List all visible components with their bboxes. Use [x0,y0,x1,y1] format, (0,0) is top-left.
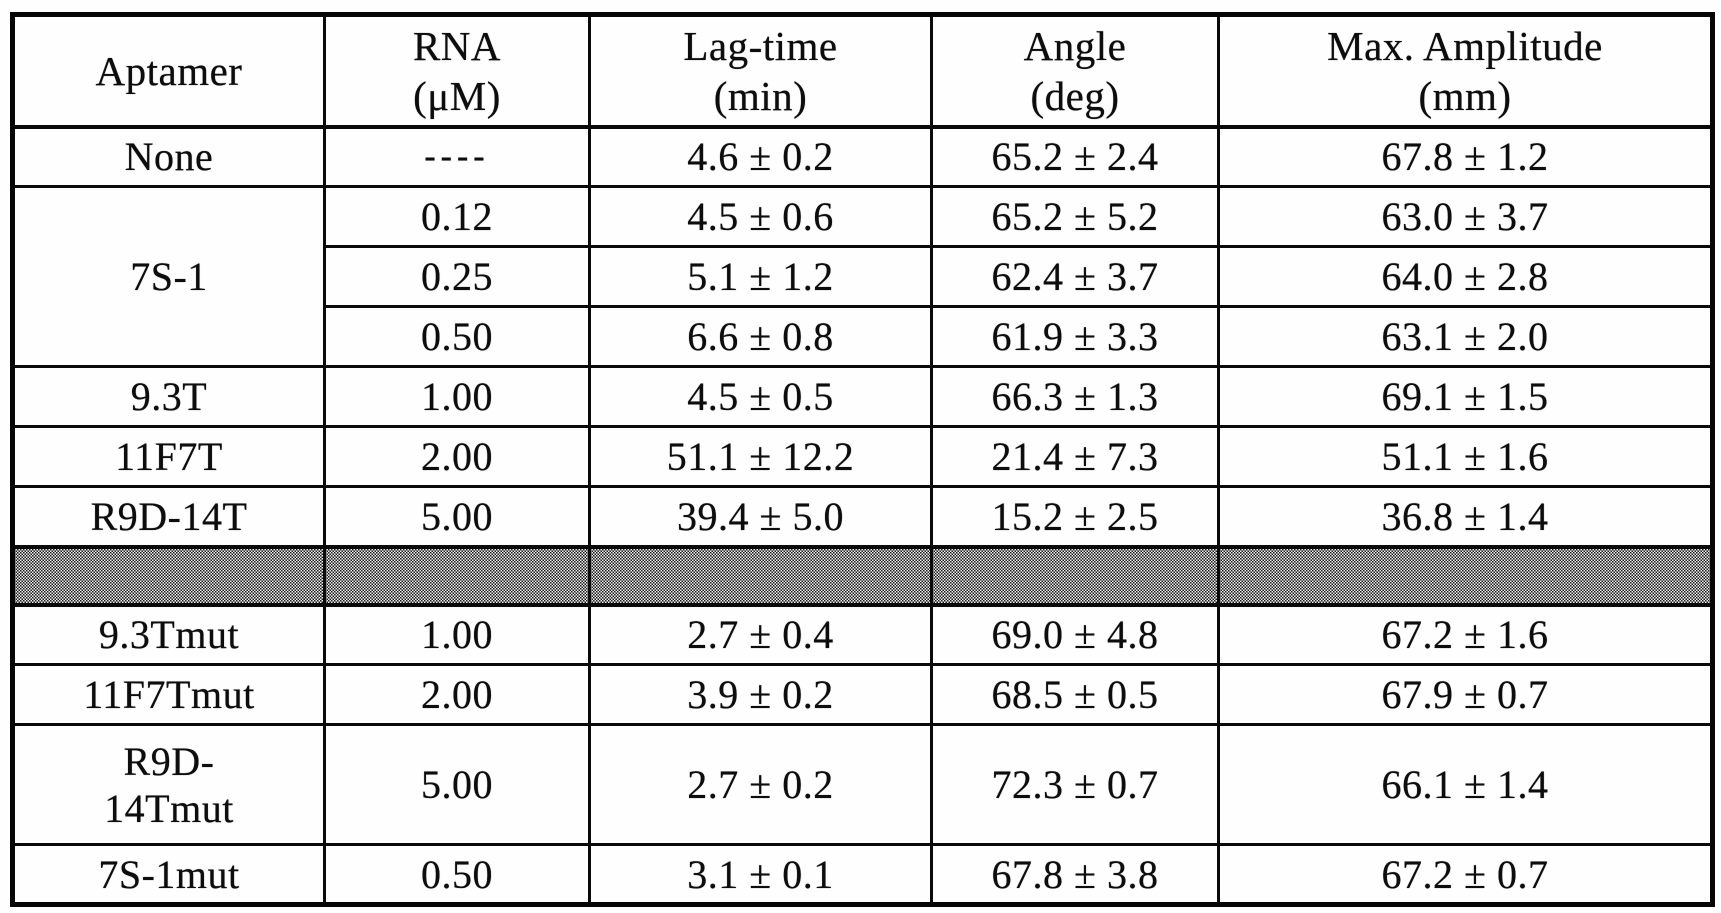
cell-lag-time: 2.7 ± 0.4 [588,603,933,666]
table-row: 7S-1mut 0.50 3.1 ± 0.1 67.8 ± 3.8 67.2 ±… [11,843,1714,906]
cell-aptamer: 7S-1 [11,185,326,368]
cell-max-amplitude: 63.1 ± 2.0 [1217,305,1714,368]
cell-rna: 5.00 [323,723,591,846]
cell-max-amplitude: 63.0 ± 3.7 [1217,185,1714,248]
cell-rna: 1.00 [323,603,591,666]
cell-lag-time: 4.5 ± 0.5 [588,365,933,428]
cell-lag-time: 39.4 ± 5.0 [588,485,933,548]
table-row: R9D-14T 5.00 39.4 ± 5.0 15.2 ± 2.5 36.8 … [11,485,1714,548]
separator-cell [323,544,591,607]
column-header-label: RNA [412,22,502,69]
cell-rna: 0.50 [323,305,591,368]
header-row: Aptamer RNA (μM) Lag-time (min) Angle (d… [11,13,1714,129]
separator-cell [11,544,326,607]
cell-rna: ---- [323,125,591,188]
cell-lag-time: 51.1 ± 12.2 [588,425,933,488]
cell-max-amplitude: 66.1 ± 1.4 [1217,723,1714,846]
cell-angle: 65.2 ± 5.2 [930,185,1220,248]
cell-aptamer: 9.3T [11,365,326,428]
table-row: R9D- 14Tmut 5.00 2.7 ± 0.2 72.3 ± 0.7 66… [11,723,1714,846]
cell-angle: 67.8 ± 3.8 [930,843,1220,906]
cell-rna: 2.00 [323,663,591,726]
separator-cell [1217,544,1714,607]
cell-max-amplitude: 67.2 ± 1.6 [1217,603,1714,666]
cell-lag-time: 5.1 ± 1.2 [588,245,933,308]
cell-angle: 15.2 ± 2.5 [930,485,1220,548]
table-row: 9.3T 1.00 4.5 ± 0.5 66.3 ± 1.3 69.1 ± 1.… [11,365,1714,428]
cell-lag-time: 3.9 ± 0.2 [588,663,933,726]
cell-max-amplitude: 69.1 ± 1.5 [1217,365,1714,428]
column-header-aptamer: Aptamer [11,13,326,129]
cell-angle: 66.3 ± 1.3 [930,365,1220,428]
column-header-label: Max. Amplitude [1327,22,1603,69]
cell-max-amplitude: 51.1 ± 1.6 [1217,425,1714,488]
table-row: 0.50 6.6 ± 0.8 61.9 ± 3.3 63.1 ± 2.0 [13,305,1714,368]
cell-rna: 0.25 [323,245,591,308]
column-header-angle: Angle (deg) [930,13,1220,129]
table-row: 11F7Tmut 2.00 3.9 ± 0.2 68.5 ± 0.5 67.9 … [11,663,1714,726]
cell-angle: 61.9 ± 3.3 [930,305,1220,368]
cell-lag-time: 2.7 ± 0.2 [588,723,933,846]
column-header-label: Aptamer [95,47,243,94]
cell-angle: 72.3 ± 0.7 [930,723,1220,846]
cell-max-amplitude: 67.2 ± 0.7 [1217,843,1714,906]
column-header-rna: RNA (μM) [323,13,591,129]
separator-cell [588,544,933,607]
cell-aptamer: R9D-14T [11,485,326,548]
cell-aptamer: 11F7Tmut [11,663,326,726]
column-header-label: Angle [1023,22,1127,69]
cell-rna: 0.50 [323,843,591,906]
cell-max-amplitude: 67.9 ± 0.7 [1217,663,1714,726]
column-header-max-amplitude: Max. Amplitude (mm) [1217,13,1714,129]
cell-lag-time: 3.1 ± 0.1 [588,843,933,906]
column-header-label: Lag-time [683,22,838,69]
table-row: 0.25 5.1 ± 1.2 62.4 ± 3.7 64.0 ± 2.8 [13,245,1714,308]
aptamer-results-table: Aptamer RNA (μM) Lag-time (min) Angle (d… [10,12,1715,907]
cell-aptamer: None [11,125,326,188]
cell-lag-time: 4.5 ± 0.6 [588,185,933,248]
cell-angle: 62.4 ± 3.7 [930,245,1220,308]
cell-angle: 69.0 ± 4.8 [930,603,1220,666]
cell-max-amplitude: 67.8 ± 1.2 [1217,125,1714,188]
cell-angle: 21.4 ± 7.3 [930,425,1220,488]
cell-angle: 65.2 ± 2.4 [930,125,1220,188]
table-row: None ---- 4.6 ± 0.2 65.2 ± 2.4 67.8 ± 1.… [11,125,1714,188]
cell-angle: 68.5 ± 0.5 [930,663,1220,726]
cell-lag-time: 6.6 ± 0.8 [588,305,933,368]
cell-aptamer: 9.3Tmut [11,603,326,666]
separator-cell [930,544,1220,607]
cell-rna: 5.00 [323,485,591,548]
cell-aptamer: R9D- 14Tmut [11,723,326,846]
column-header-lag-time: Lag-time (min) [588,13,933,129]
column-header-unit: (mm) [1418,72,1512,119]
cell-aptamer: 11F7T [11,425,326,488]
cell-rna: 1.00 [323,365,591,428]
cell-aptamer: 7S-1mut [11,843,326,906]
column-header-unit: (μM) [413,72,501,119]
column-header-unit: (deg) [1030,72,1120,119]
column-header-unit: (min) [713,72,808,119]
cell-lag-time: 4.6 ± 0.2 [588,125,933,188]
cell-max-amplitude: 64.0 ± 2.8 [1217,245,1714,308]
cell-rna: 2.00 [323,425,591,488]
cell-rna: 0.12 [323,185,591,248]
separator-row [11,544,1714,607]
table-row: 9.3Tmut 1.00 2.7 ± 0.4 69.0 ± 4.8 67.2 ±… [11,603,1714,666]
table-row: 7S-1 0.12 4.5 ± 0.6 65.2 ± 5.2 63.0 ± 3.… [11,185,1714,368]
table-row: 11F7T 2.00 51.1 ± 12.2 21.4 ± 7.3 51.1 ±… [11,425,1714,488]
cell-max-amplitude: 36.8 ± 1.4 [1217,485,1714,548]
